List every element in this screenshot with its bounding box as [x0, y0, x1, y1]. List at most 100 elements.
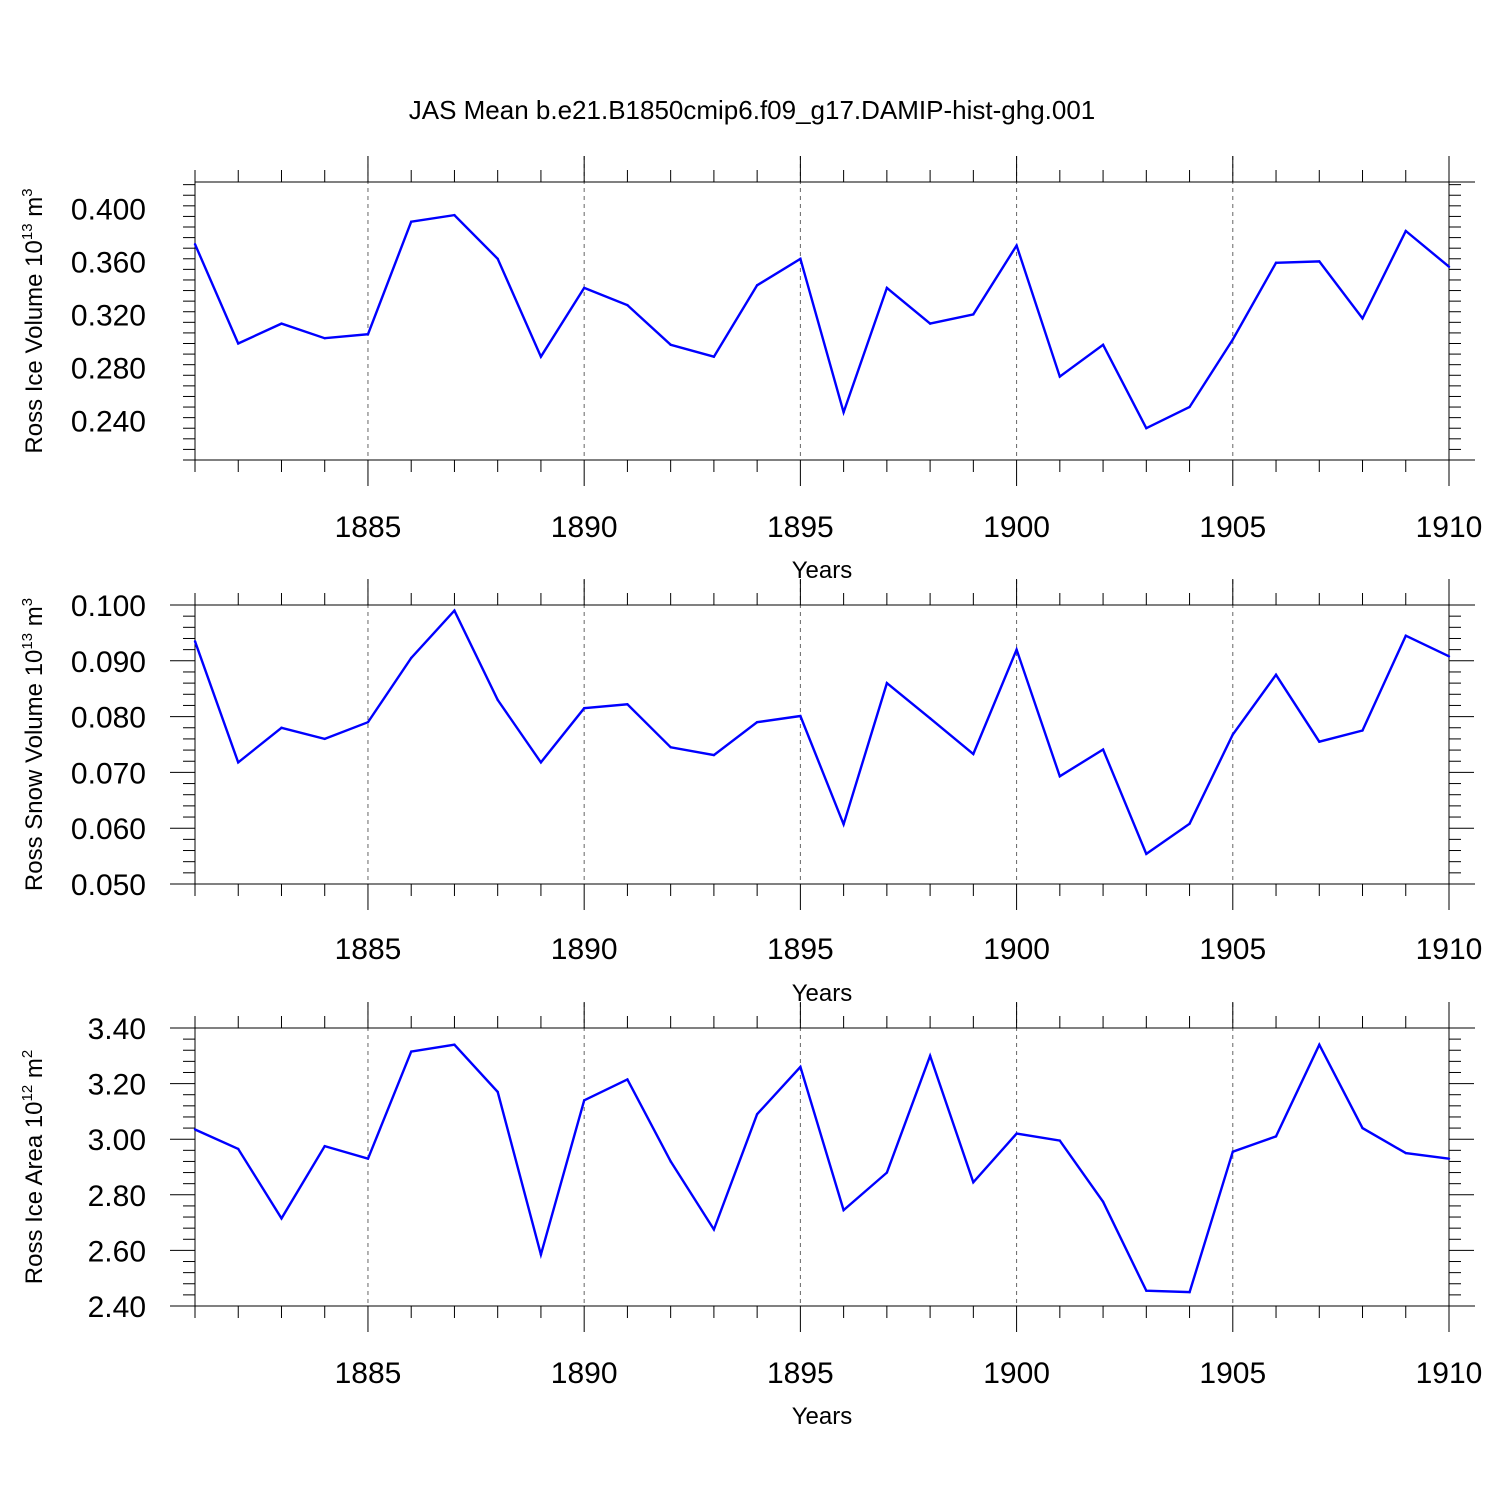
x-tick-label: 1895: [767, 511, 834, 544]
data-point: [1447, 655, 1451, 658]
x-tick-label: 1900: [983, 933, 1050, 966]
x-tick-label: 1895: [767, 1357, 834, 1390]
data-point: [1015, 648, 1018, 651]
data-point: [453, 213, 456, 217]
y-tick-label: 2.60: [88, 1235, 146, 1268]
x-tick-label: 1905: [1199, 511, 1266, 544]
y-tick-label: 0.070: [71, 757, 146, 790]
data-point: [626, 703, 629, 706]
data-point: [972, 752, 975, 756]
y-tick-label: 0.240: [71, 405, 146, 438]
chart-title: JAS Mean b.e21.B1850cmip6.f09_g17.DAMIP-…: [409, 95, 1096, 125]
data-point: [1188, 1290, 1191, 1294]
y-axis-label-part: 3: [19, 188, 36, 196]
x-tick-label: 1885: [335, 511, 402, 544]
data-point: [1101, 343, 1105, 347]
data-point: [1145, 1289, 1148, 1292]
data-point: [669, 1160, 672, 1163]
data-point: [842, 1208, 845, 1212]
y-tick-label: 2.80: [88, 1180, 146, 1213]
x-tick-label: 1895: [767, 933, 834, 966]
data-point: [972, 313, 975, 316]
y-tick-label: 0.280: [71, 352, 146, 385]
data-point: [410, 1050, 413, 1053]
x-tick-label: 1905: [1199, 933, 1266, 966]
data-point: [928, 322, 932, 325]
y-tick-label: 0.100: [71, 590, 146, 623]
y-axis-label-part: Ross Snow Volume 10: [21, 650, 48, 891]
x-tick-label: 1910: [1416, 511, 1483, 544]
x-tick-label: 1900: [983, 511, 1050, 544]
y-axis-label-part: m: [21, 1058, 48, 1085]
y-axis-label: Ross Snow Volume 1013 m3: [19, 598, 48, 891]
y-axis-label-part: 3: [19, 598, 36, 606]
data-point: [1058, 1139, 1062, 1142]
data-point: [1231, 733, 1234, 736]
data-point: [1058, 775, 1062, 778]
x-axis-label: Years: [792, 1403, 853, 1430]
data-point: [1274, 1135, 1278, 1138]
series-line: [193, 213, 1450, 430]
y-tick-label: 2.40: [88, 1291, 146, 1324]
y-tick-label: 0.050: [71, 869, 146, 902]
data-point: [1231, 1150, 1234, 1153]
data-point: [496, 257, 499, 260]
data-point: [712, 753, 716, 757]
data-point: [1361, 1126, 1364, 1130]
data-point: [799, 257, 802, 260]
data-point: [755, 720, 759, 724]
data-point: [539, 761, 543, 764]
x-axis-label: Years: [792, 557, 853, 584]
data-point: [1318, 260, 1321, 263]
data-point: [1318, 1043, 1321, 1046]
data-point: [1015, 1132, 1018, 1135]
data-point: [496, 698, 499, 702]
data-point: [712, 1228, 716, 1231]
data-point: [1231, 338, 1234, 341]
data-point: [582, 286, 586, 290]
x-tick-label: 1910: [1416, 933, 1483, 966]
panels: 0.240 0.280 0.320 0.360 0.400 1885 1890 1895 190…: [19, 156, 1482, 1430]
x-tick-label: 1885: [335, 933, 402, 966]
data-point: [755, 1112, 759, 1116]
panel-1: 0.240 0.280 0.320 0.360 0.400 1885 1890 1895 190…: [19, 156, 1482, 584]
data-point: [1015, 244, 1018, 247]
data-point: [626, 1078, 629, 1081]
series-line: [194, 1041, 1450, 1294]
y-axis-label-part: m: [21, 197, 48, 224]
x-tick-label: 1900: [983, 1357, 1050, 1390]
data-point: [626, 303, 629, 307]
data-point: [885, 681, 889, 685]
data-point: [669, 343, 672, 347]
data-point: [885, 286, 889, 290]
y-tick-label: 3.00: [88, 1124, 146, 1157]
data-point: [755, 284, 759, 287]
data-point: [453, 1043, 456, 1046]
data-point: [928, 717, 932, 720]
panel-2: 0.050 0.060 0.070 0.080 0.090 0.100 1885 1890 18…: [19, 579, 1482, 1007]
data-point: [842, 411, 845, 414]
y-axis-label-part: 12: [19, 1085, 36, 1102]
x-tick-label: 1890: [551, 933, 618, 966]
data-point: [280, 1217, 283, 1220]
data-point: [1447, 1157, 1451, 1160]
data-point: [1404, 634, 1407, 637]
data-point: [539, 355, 543, 358]
data-point: [1145, 852, 1148, 856]
y-tick-label: 0.320: [71, 299, 146, 332]
data-point: [1145, 427, 1148, 430]
y-axis-label-part: m: [21, 606, 48, 633]
data-point: [1058, 375, 1062, 378]
data-point: [323, 337, 326, 340]
data-point: [1318, 740, 1321, 743]
y-axis-label-part: Ross Ice Area 10: [21, 1101, 48, 1284]
y-tick-label: 0.060: [71, 813, 146, 846]
data-point: [410, 220, 413, 223]
x-axis-label: Years: [792, 980, 853, 1007]
y-tick-label: 3.20: [88, 1069, 146, 1102]
data-point: [237, 761, 240, 764]
x-tick-label: 1890: [551, 511, 618, 544]
data-point: [799, 1065, 802, 1069]
data-point: [1361, 729, 1364, 732]
